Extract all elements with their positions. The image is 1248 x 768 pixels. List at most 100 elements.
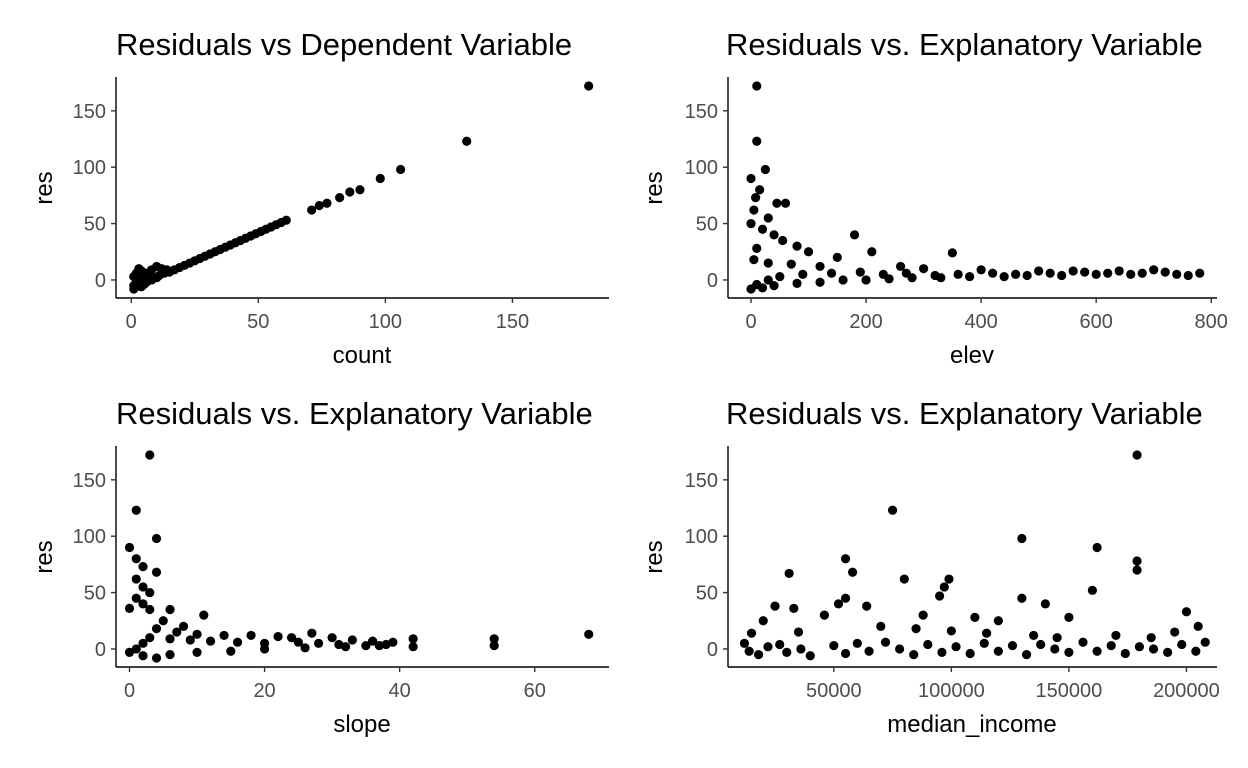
y-tick-label: 0 <box>95 639 106 661</box>
data-point <box>760 164 770 175</box>
data-point <box>786 259 796 269</box>
data-point <box>1114 266 1124 276</box>
data-point <box>751 193 761 203</box>
data-point <box>489 640 499 651</box>
data-point <box>826 268 837 278</box>
data-point <box>1132 556 1142 566</box>
data-point <box>131 505 141 515</box>
data-point <box>965 648 975 659</box>
data-point <box>1103 268 1113 278</box>
y-tick-label: 0 <box>95 270 106 292</box>
data-point <box>937 647 947 657</box>
data-point <box>763 275 773 285</box>
data-point <box>792 278 802 288</box>
data-point <box>165 604 175 615</box>
data-point <box>1183 270 1193 281</box>
y-tick-label: 150 <box>685 470 718 492</box>
data-point <box>1064 647 1074 657</box>
data-point <box>746 173 756 184</box>
data-point <box>1091 269 1101 279</box>
data-point <box>1022 270 1032 281</box>
data-point <box>979 638 989 648</box>
data-point <box>861 275 871 285</box>
data-point <box>1029 630 1039 641</box>
x-tick-label: 150000 <box>1036 680 1103 702</box>
data-point <box>355 185 365 195</box>
x-tick-label: 100 <box>369 311 402 333</box>
data-point <box>840 593 851 603</box>
x-tick-label: 20 <box>253 680 275 702</box>
data-point <box>1170 627 1180 637</box>
data-point <box>815 277 825 287</box>
data-point <box>1007 640 1018 651</box>
data-point <box>341 642 351 652</box>
data-point <box>138 651 148 661</box>
chart-panel-1: Residuals vs Dependent Variable 0 50 100 15… <box>0 0 624 384</box>
data-point <box>246 630 256 641</box>
data-point <box>939 582 949 592</box>
data-point <box>819 610 829 620</box>
data-point <box>775 271 785 282</box>
x-axis-label: count <box>333 342 392 369</box>
data-point <box>1080 267 1090 277</box>
data-point <box>864 646 874 656</box>
data-point <box>1087 585 1097 595</box>
y-tick-label: 100 <box>685 157 718 179</box>
data-point <box>199 610 209 620</box>
y-tick-label: 0 <box>707 270 718 292</box>
chart-svg-2: Residuals vs. Explanatory Variable 0 50 10… <box>641 27 1228 369</box>
data-point <box>1181 607 1192 617</box>
data-point <box>758 616 768 626</box>
x-tick-label: 60 <box>524 680 546 702</box>
data-point <box>798 269 808 279</box>
data-point <box>293 637 303 647</box>
data-point <box>124 603 135 613</box>
data-point <box>375 173 385 184</box>
data-point <box>982 628 992 638</box>
x-tick-label: 0 <box>745 311 756 333</box>
data-point <box>848 567 858 577</box>
data-point <box>757 224 768 234</box>
data-point <box>185 635 195 645</box>
data-point <box>1078 637 1088 647</box>
x-tick-label: 0 <box>124 680 135 702</box>
data-point <box>396 164 406 175</box>
data-point <box>1036 639 1046 650</box>
data-point <box>911 624 921 634</box>
data-point <box>1148 644 1159 654</box>
data-point <box>131 574 141 584</box>
y-axis-label: res <box>31 171 58 204</box>
data-point <box>124 542 135 553</box>
plot-area: 0 50 100 150 0 200 400 600 800 <box>685 77 1228 333</box>
data-point <box>769 280 779 291</box>
data-point <box>192 629 202 639</box>
data-point <box>151 624 162 634</box>
data-point <box>867 247 877 257</box>
chart-title: Residuals vs. Explanatory Variable <box>116 396 593 431</box>
data-point <box>1134 642 1145 652</box>
data-point <box>361 640 371 651</box>
data-point <box>784 568 794 579</box>
data-point <box>1064 612 1074 622</box>
data-point <box>769 230 779 240</box>
data-point <box>895 644 905 654</box>
chart-title: Residuals vs. Explanatory Variable <box>726 27 1203 62</box>
data-point <box>792 241 802 251</box>
data-point <box>1132 565 1142 575</box>
y-tick-label: 50 <box>84 214 106 236</box>
data-point <box>489 634 499 644</box>
y-tick-label: 0 <box>707 639 718 661</box>
data-point <box>300 643 310 653</box>
data-point <box>918 610 928 620</box>
data-point <box>993 616 1003 626</box>
data-point <box>151 653 162 663</box>
data-point <box>796 644 806 654</box>
data-point <box>131 593 141 603</box>
data-point <box>753 649 764 660</box>
data-point <box>1045 268 1055 278</box>
y-axis-label: res <box>31 540 58 573</box>
data-point <box>314 638 324 648</box>
plot-area: 0 50 100 150 0 20 40 60 <box>73 446 609 702</box>
data-point <box>307 628 317 638</box>
y-axis-label: res <box>641 171 668 204</box>
